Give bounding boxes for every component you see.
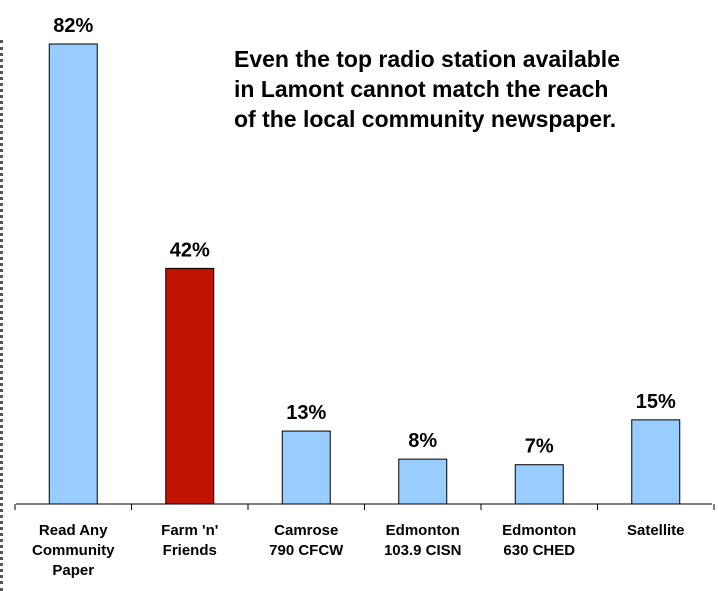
category-label-0-line-0: Read Any [38, 522, 108, 539]
category-label-1: Farm 'n' Friends [135, 521, 245, 561]
data-label-0: 82% [53, 15, 93, 37]
x-axis [14, 503, 715, 510]
annotation-line-3: of the local community newspaper. [234, 106, 617, 132]
bar-3 [398, 458, 448, 505]
category-label-3: Edmonton 103.9 CISN [368, 521, 478, 561]
category-label-5-line-0: Satellite [626, 522, 685, 539]
category-label-0: Read Any Community Paper [18, 521, 128, 581]
data-label-3: 8% [408, 430, 437, 452]
category-label-4: Edmonton 630 CHED [484, 521, 594, 561]
category-label-0-line-1: Community [32, 542, 115, 559]
category-label-4-line-1: 630 CHED [503, 542, 576, 559]
bar-0 [48, 43, 98, 505]
data-label-4: 7% [525, 436, 554, 458]
category-label-2-line-1: 790 CFCW [269, 542, 344, 559]
bars-layer [48, 43, 681, 505]
category-label-5: Satellite [601, 521, 711, 541]
data-labels-layer: 82% 42% 13% 8% 7% 15% [53, 15, 676, 458]
annotation-line-2: in Lamont cannot match the reach [234, 76, 609, 102]
bar-4 [514, 464, 564, 505]
data-label-2: 13% [286, 402, 326, 424]
data-label-5: 15% [636, 391, 676, 413]
bar-2 [281, 430, 331, 505]
category-label-3-line-1: 103.9 CISN [383, 542, 462, 559]
annotation-line-1: Even the top radio station available [234, 46, 620, 72]
data-label-1: 42% [170, 239, 210, 261]
category-label-3-line-0: Edmonton [385, 522, 460, 539]
bar-1 [165, 267, 215, 505]
category-label-0-line-2: Paper [52, 562, 95, 579]
frame-dotted-edge [0, 40, 3, 591]
category-label-1-line-0: Farm 'n' [161, 522, 219, 539]
category-label-1-line-1: Friends [162, 542, 217, 559]
category-label-4-line-0: Edmonton [502, 522, 577, 539]
category-label-2-line-0: Camrose [274, 522, 339, 539]
category-label-2: Camrose 790 CFCW [251, 521, 361, 561]
chart-annotation: Even the top radio station available in … [234, 44, 704, 134]
bar-5 [631, 419, 681, 505]
